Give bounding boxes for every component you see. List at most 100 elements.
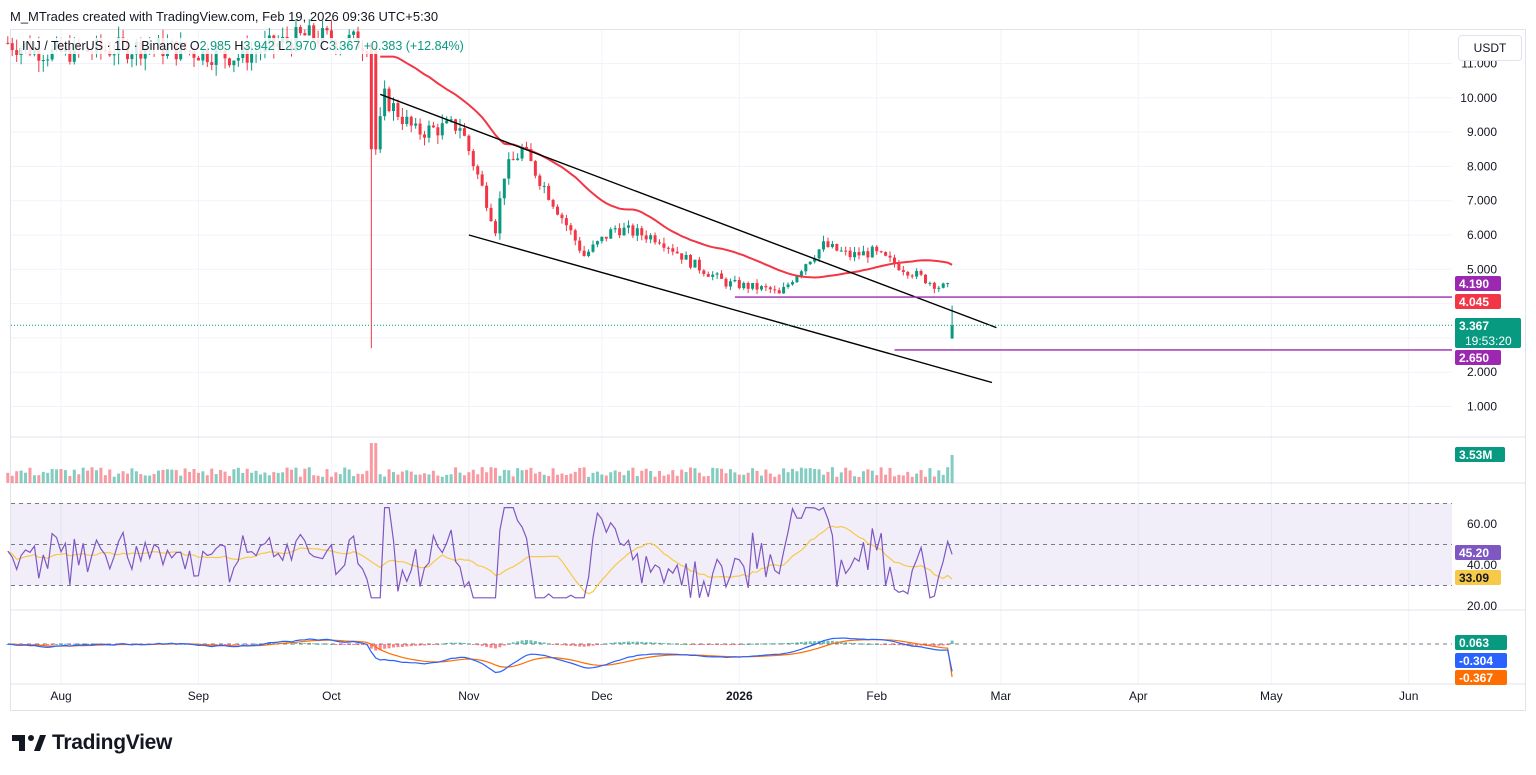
- currency-unit-button[interactable]: USDT: [1458, 35, 1522, 61]
- candle-body: [46, 59, 50, 61]
- macd-label: 0.063: [1459, 636, 1489, 650]
- macd-histogram-bar: [618, 642, 622, 644]
- candle-body: [910, 275, 914, 277]
- macd-histogram-bar: [303, 643, 307, 645]
- candle-body: [742, 283, 746, 289]
- macd-histogram-bar: [312, 643, 316, 645]
- price-label-bg: [1455, 294, 1501, 309]
- rsi-line: [7, 506, 953, 599]
- volume-bar: [396, 474, 400, 483]
- volume-bar: [573, 471, 577, 483]
- macd-histogram-bar: [693, 644, 697, 645]
- time-axis-tick: Dec: [591, 689, 612, 703]
- price-label-bg: [1455, 318, 1521, 348]
- macd-histogram-bar: [640, 641, 644, 644]
- macd-histogram-bar: [338, 644, 342, 645]
- macd-histogram-bar: [764, 643, 768, 645]
- candle-body: [485, 185, 489, 208]
- candle-body: [946, 283, 950, 285]
- candle-body: [928, 282, 932, 284]
- macd-histogram-bar: [347, 644, 351, 645]
- candle-body: [728, 281, 732, 287]
- macd-histogram-bar: [392, 644, 395, 648]
- volume-bar: [121, 471, 125, 483]
- volume-bar: [813, 468, 817, 483]
- price-label-bg: [1455, 350, 1501, 365]
- candle-body: [227, 58, 231, 66]
- candle-body: [476, 166, 480, 175]
- volume-bar: [924, 476, 927, 483]
- candle-body: [112, 54, 116, 56]
- macd-histogram-bar: [556, 644, 560, 645]
- volume-bar: [928, 468, 932, 483]
- candle-body: [325, 28, 329, 31]
- macd-histogram-bar: [875, 643, 879, 645]
- macd-histogram-bar: [946, 644, 950, 646]
- volume-bar: [294, 467, 298, 483]
- candle-body: [352, 31, 356, 35]
- candle-body: [604, 236, 608, 239]
- candle-body: [458, 128, 462, 131]
- candle-body: [613, 228, 617, 230]
- candle-body: [857, 252, 861, 256]
- volume-bar: [564, 475, 568, 483]
- volume-bar: [19, 470, 23, 483]
- volume-bar: [37, 475, 41, 483]
- volume-bar: [689, 467, 693, 483]
- volume-bar: [414, 474, 418, 483]
- candle-body: [706, 274, 710, 277]
- volume-bar: [658, 470, 661, 483]
- macd-histogram-bar: [471, 644, 475, 645]
- macd-histogram-bar: [551, 644, 555, 645]
- candle-body: [715, 273, 719, 275]
- volume-bar: [334, 472, 338, 483]
- macd-histogram-bar: [507, 643, 511, 645]
- volume-bar: [59, 469, 63, 483]
- volume-bar: [733, 472, 737, 483]
- volume-bar: [263, 472, 267, 483]
- volume-bar: [276, 472, 280, 483]
- macd-histogram-bar: [720, 644, 724, 645]
- candle-body: [684, 254, 688, 260]
- volume-bar: [46, 472, 50, 483]
- candle-body: [826, 241, 830, 247]
- volume-bar: [179, 475, 183, 483]
- volume-bar: [307, 467, 311, 483]
- candle-body: [551, 199, 555, 207]
- volume-bar: [10, 475, 14, 483]
- legend-symbol[interactable]: INJ / TetherUS · 1D · Binance: [22, 39, 187, 53]
- volume-bar: [578, 467, 582, 483]
- macd-histogram-bar: [55, 643, 59, 645]
- candle-body: [511, 159, 515, 161]
- macd-histogram-bar: [653, 642, 657, 644]
- volume-bar: [374, 443, 378, 483]
- volume-bar: [489, 467, 493, 483]
- volume-label-bg: [1455, 447, 1505, 462]
- volume-bar: [666, 474, 670, 483]
- volume-bar: [55, 469, 59, 483]
- moving-average-line: [380, 55, 953, 279]
- volume-bar: [724, 473, 728, 483]
- candle-body: [400, 116, 404, 125]
- volume-bar: [63, 470, 67, 483]
- candle-body: [560, 214, 564, 219]
- volume-bar: [245, 468, 249, 483]
- candle-body: [600, 236, 604, 242]
- candle-body: [751, 282, 755, 289]
- macd-histogram-bar: [236, 644, 240, 645]
- candle-body: [471, 151, 475, 167]
- volume-bar: [848, 470, 852, 483]
- macd-histogram-bar: [702, 644, 706, 645]
- candle-body: [609, 229, 613, 239]
- macd-histogram-bar: [418, 644, 422, 646]
- tradingview-logo[interactable]: TradingView: [12, 731, 172, 755]
- macd-histogram-bar: [498, 644, 502, 648]
- macd-histogram-bar: [427, 644, 431, 645]
- volume-bar: [879, 467, 883, 483]
- macd-histogram-bar: [41, 644, 45, 645]
- volume-bar: [839, 472, 843, 483]
- candle-body: [919, 271, 923, 275]
- macd-histogram-bar: [485, 644, 489, 647]
- macd-histogram-bar: [254, 643, 258, 645]
